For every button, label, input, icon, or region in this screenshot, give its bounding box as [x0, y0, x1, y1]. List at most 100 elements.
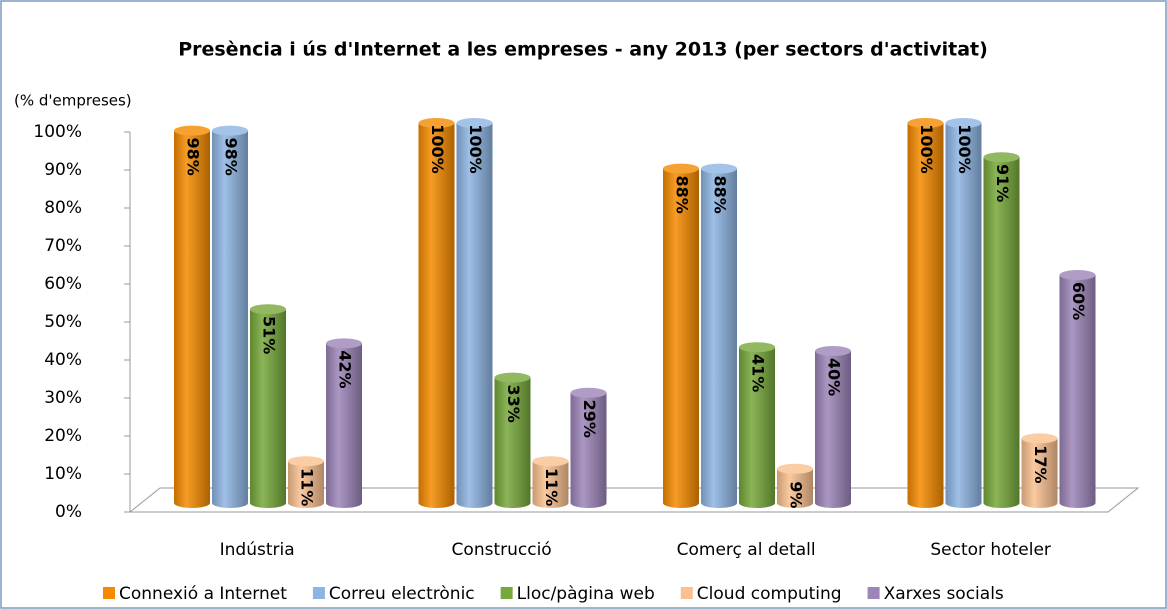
y-tick-label: 40%: [44, 350, 82, 370]
bar-top: [663, 163, 699, 174]
data-label: 42%: [336, 350, 355, 388]
bar: [1021, 433, 1058, 508]
bar: [570, 387, 607, 508]
bar-top: [212, 125, 248, 136]
data-label: 11%: [298, 468, 317, 506]
y-tick-label: 70%: [44, 236, 82, 256]
bar-top: [326, 338, 362, 349]
bar-body: [1059, 275, 1096, 508]
data-label: 100%: [955, 124, 974, 173]
bar-top: [494, 372, 531, 383]
bar: [456, 118, 493, 508]
data-label: 91%: [993, 164, 1012, 202]
legend-label: Cloud computing: [697, 584, 842, 604]
bar: [1059, 270, 1096, 508]
y-tick-label: 90%: [44, 160, 82, 180]
bar: [174, 125, 210, 508]
legend-label: Lloc/pàgina web: [517, 584, 655, 604]
y-tick-label: 80%: [44, 198, 82, 218]
bar-body: [945, 123, 982, 508]
y-tick-label: 100%: [33, 122, 82, 142]
legend-label: Correu electrònic: [329, 584, 475, 604]
data-label: 29%: [580, 400, 599, 438]
bar: [777, 463, 813, 508]
bar-body: [663, 168, 699, 508]
y-tick-label: 30%: [44, 388, 82, 408]
chart-title: Presència i ús d'Internet a les empreses…: [178, 39, 988, 61]
bar-top: [174, 125, 210, 136]
legend-swatch: [680, 587, 693, 599]
bar-body: [456, 123, 493, 508]
bar-top: [456, 118, 493, 128]
bar: [212, 125, 248, 508]
bar: [945, 118, 982, 508]
bar-body: [983, 157, 1020, 508]
bar-top: [1059, 270, 1096, 280]
y-tick-label: 0%: [55, 502, 82, 522]
legend-label: Xarxes socials: [884, 584, 1004, 604]
data-label: 60%: [1069, 282, 1088, 320]
floor: [128, 487, 1140, 513]
legend-label: Connexió a Internet: [119, 584, 287, 604]
data-label: 9%: [787, 481, 806, 508]
bar-body: [250, 309, 286, 508]
x-tick-label: Sector hoteler: [930, 540, 1051, 560]
bar: [494, 372, 531, 508]
data-label: 100%: [466, 124, 485, 173]
data-label: 33%: [504, 384, 523, 422]
bar-top: [945, 118, 982, 128]
bar-body: [701, 168, 737, 508]
bar: [663, 163, 699, 508]
bar-top: [1021, 433, 1058, 444]
bar-top: [250, 304, 286, 315]
data-label: 88%: [711, 175, 730, 213]
bar-top: [777, 463, 813, 474]
y-tick-label: 60%: [44, 274, 82, 294]
bar-top: [739, 342, 775, 353]
data-label: 11%: [542, 468, 561, 506]
legend-swatch: [312, 587, 325, 599]
bar-body: [777, 468, 813, 508]
bar-top: [701, 163, 737, 174]
bar-body: [494, 377, 531, 508]
x-tick-label: Comerç al detall: [677, 540, 816, 560]
bar-body: [288, 461, 324, 508]
bar-body: [532, 461, 569, 508]
x-tick-label: Indústria: [220, 540, 295, 560]
bar: [907, 118, 944, 508]
legend-swatch: [867, 587, 880, 599]
bar-top: [815, 346, 851, 356]
x-tick-label: Construcció: [452, 540, 552, 560]
bar: [418, 118, 455, 508]
data-label: 98%: [222, 137, 241, 175]
data-label: 41%: [749, 354, 768, 392]
bar-body: [212, 130, 248, 508]
bar-body: [570, 392, 607, 508]
bar-body: [418, 123, 455, 508]
bar-body: [174, 130, 210, 508]
bar-body: [1021, 438, 1058, 508]
y-tick-label: 20%: [44, 426, 82, 446]
data-label: 100%: [917, 124, 936, 173]
bar-body: [907, 123, 944, 508]
y-tick-label: 50%: [44, 312, 82, 332]
legend-swatch: [103, 587, 115, 599]
bar: [815, 346, 851, 508]
data-label: 17%: [1031, 445, 1050, 483]
bar: [288, 456, 324, 508]
bar-body: [815, 351, 851, 508]
bar-top: [418, 118, 455, 128]
bar: [983, 152, 1020, 508]
legend-swatch: [500, 587, 513, 599]
bar: [532, 456, 569, 508]
bar: [326, 338, 362, 508]
data-label: 40%: [825, 358, 844, 396]
bar-top: [983, 152, 1020, 163]
data-label: 100%: [428, 124, 447, 173]
bar-top: [907, 118, 944, 128]
bar-top: [570, 387, 607, 398]
bar: [250, 304, 286, 508]
bar-top: [288, 456, 324, 467]
